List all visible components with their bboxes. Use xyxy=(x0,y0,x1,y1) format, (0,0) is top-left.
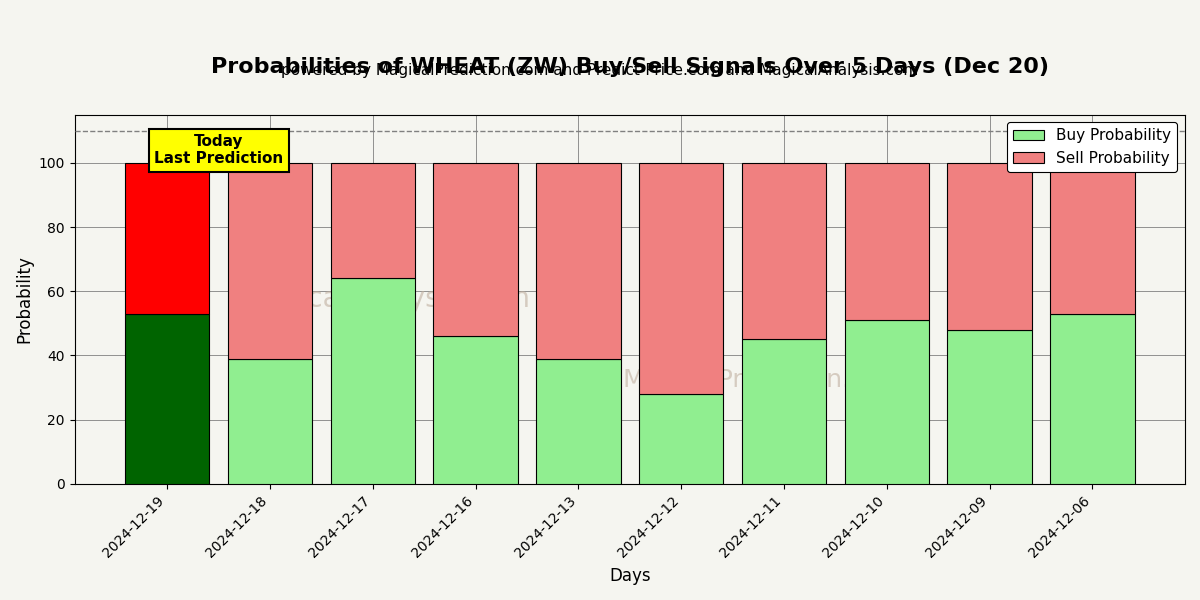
Bar xyxy=(948,163,1032,330)
Bar xyxy=(536,359,620,484)
Bar xyxy=(640,163,724,394)
Bar xyxy=(640,394,724,484)
Text: powered by MagicalPrediction.com and Predict-Price.com and MagicalAnalysis.com: powered by MagicalPrediction.com and Pre… xyxy=(281,63,919,78)
Bar xyxy=(228,163,312,359)
Text: MagicalAnalysis.com: MagicalAnalysis.com xyxy=(241,285,530,313)
Text: MagicalPrediction.com: MagicalPrediction.com xyxy=(623,368,904,392)
Bar xyxy=(948,330,1032,484)
Bar xyxy=(228,359,312,484)
Bar xyxy=(1050,163,1134,314)
Y-axis label: Probability: Probability xyxy=(16,255,34,343)
Bar xyxy=(331,163,415,278)
Bar xyxy=(1050,314,1134,484)
Bar xyxy=(433,163,517,336)
Bar xyxy=(845,320,929,484)
Bar xyxy=(742,163,826,340)
Bar xyxy=(125,163,210,314)
Bar xyxy=(125,314,210,484)
Bar xyxy=(742,340,826,484)
Bar xyxy=(331,278,415,484)
X-axis label: Days: Days xyxy=(610,567,650,585)
Title: Probabilities of WHEAT (ZW) Buy/Sell Signals Over 5 Days (Dec 20): Probabilities of WHEAT (ZW) Buy/Sell Sig… xyxy=(211,57,1049,77)
Text: Today
Last Prediction: Today Last Prediction xyxy=(154,134,283,166)
Bar xyxy=(433,336,517,484)
Bar xyxy=(536,163,620,359)
Legend: Buy Probability, Sell Probability: Buy Probability, Sell Probability xyxy=(1007,122,1177,172)
Bar xyxy=(845,163,929,320)
